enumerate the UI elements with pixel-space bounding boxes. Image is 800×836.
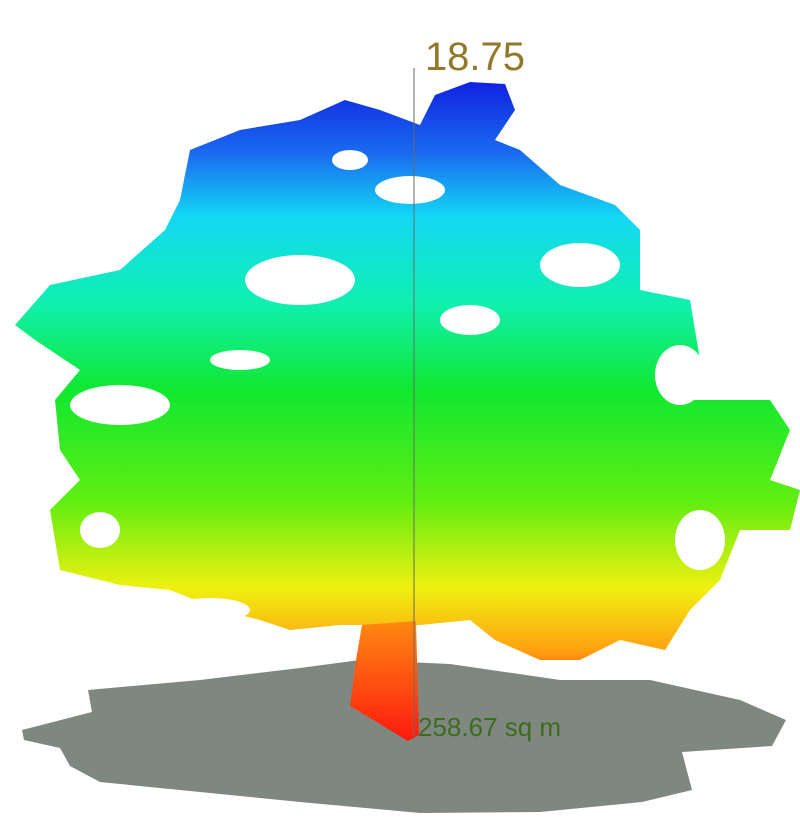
area-label: 258.67 sq m: [418, 712, 561, 742]
viewport: 18.75 258.67 sq m: [0, 0, 800, 836]
height-label: 18.75: [425, 35, 525, 79]
page: 18.75 258.67 sq m (() => { const data = …: [0, 0, 800, 836]
